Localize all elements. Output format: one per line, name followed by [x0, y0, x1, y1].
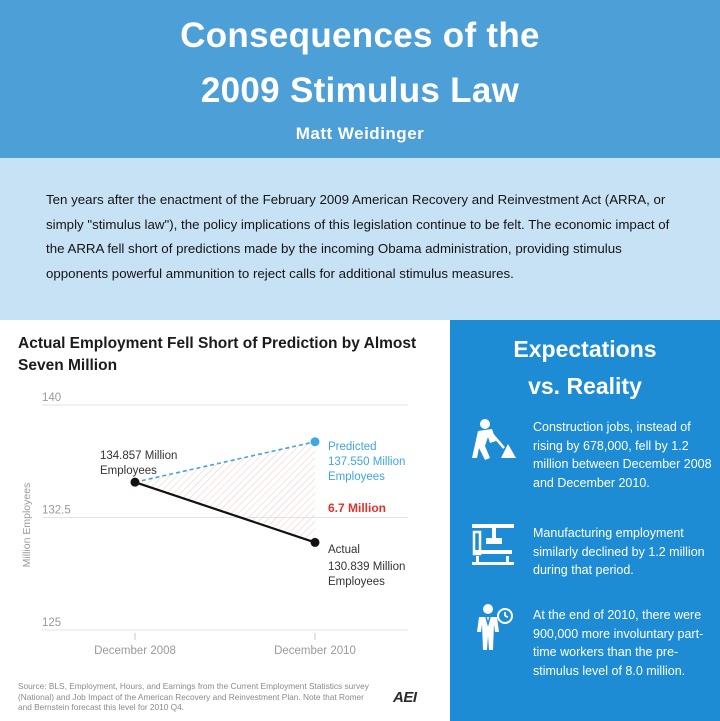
fact-manufacturing: Manufacturing employment similarly decli… [533, 526, 705, 577]
part-time-worker-icon [477, 604, 513, 650]
page-title-line2: 2009 Stimulus Law [200, 71, 520, 110]
actual-point [310, 537, 320, 547]
header-banner: Consequences of the 2009 Stimulus Law Ma… [0, 0, 720, 158]
predicted-unit-label: Employees [328, 471, 385, 483]
actual-unit-label: Employees [328, 576, 385, 588]
employment-chart: 140 132.5 125 December 2008 December 2010 1… [21, 392, 408, 657]
y-tick-label: 125 [42, 617, 61, 629]
factory-machine-icon [472, 524, 514, 565]
predicted-value-label: 137.550 Million [328, 456, 405, 468]
author-name: Matt Weidinger [295, 124, 425, 143]
intro-text: Ten years after the enactment of the Feb… [46, 192, 670, 281]
start-point [130, 477, 140, 487]
y-tick-label: 140 [42, 392, 61, 404]
actual-name-label: Actual [328, 544, 360, 556]
source-note: Source: BLS, Employment, Hours, and Earn… [18, 681, 369, 712]
fact-part-time: At the end of 2010, there were 900,000 m… [533, 608, 704, 678]
start-value-label: 134.857 Million [100, 450, 177, 462]
actual-series-line [134, 481, 316, 544]
start-unit-label: Employees [100, 465, 157, 477]
quote-mark-icon: 99 [285, 308, 647, 321]
chart-title: Actual Employment Fell Short of Predicti… [18, 335, 417, 374]
predicted-name-label: Predicted [328, 441, 377, 453]
y-axis-label: Million Employees [21, 483, 33, 568]
gap-area [135, 441, 315, 543]
intro-section: 99 Ten years after the enactment of the … [0, 158, 720, 320]
y-tick-label: 132.5 [42, 505, 71, 517]
chart-panel: Actual Employment Fell Short of Predicti… [0, 320, 450, 721]
gap-label: 6.7 Million [328, 501, 386, 515]
predicted-series-line [134, 440, 316, 483]
x-tick-label: December 2010 [274, 645, 356, 657]
aei-logo: AEI [393, 689, 417, 706]
sidebar-title-line2: vs. Reality [528, 373, 642, 399]
fact-construction: Construction jobs, instead of rising by … [533, 420, 712, 490]
actual-value-label: 130.839 Million [328, 561, 405, 573]
expectations-sidebar: Expectations vs. Reality Construction jo… [450, 320, 720, 721]
construction-worker-icon [472, 419, 516, 460]
x-tick-label: December 2008 [94, 645, 176, 657]
sidebar-title-line1: Expectations [513, 336, 657, 362]
predicted-point [310, 437, 320, 447]
page-title-line1: Consequences of the [180, 16, 540, 55]
